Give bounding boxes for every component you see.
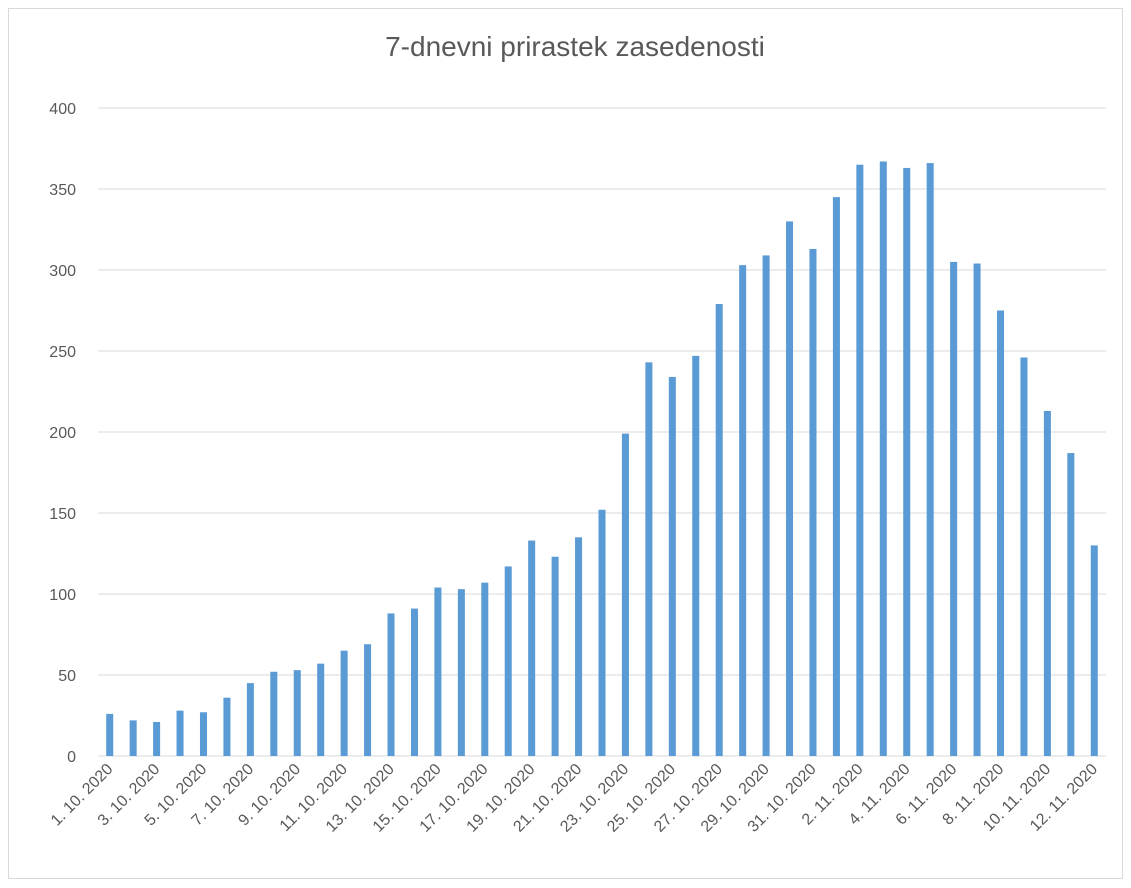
bar — [410, 608, 418, 756]
bar — [129, 720, 137, 756]
bar — [340, 650, 348, 756]
bar — [996, 310, 1005, 756]
bar — [739, 265, 747, 756]
bar — [598, 509, 606, 756]
bar — [809, 248, 817, 756]
bar — [106, 713, 114, 756]
bar — [668, 376, 676, 756]
y-tick-label: 100 — [49, 587, 76, 604]
bar — [1020, 357, 1028, 756]
bar — [457, 589, 465, 756]
bar — [293, 670, 301, 756]
bar — [176, 710, 184, 756]
y-tick-label: 350 — [49, 182, 76, 199]
bar — [504, 566, 512, 756]
bar — [575, 537, 583, 756]
bar — [317, 663, 325, 756]
y-tick-label: 250 — [49, 344, 76, 361]
bar — [621, 433, 629, 756]
bar — [879, 161, 887, 756]
y-tick-label: 0 — [67, 749, 76, 766]
bar — [645, 362, 653, 756]
bar — [950, 261, 958, 756]
bar — [551, 556, 559, 756]
y-tick-label: 400 — [49, 101, 76, 118]
bar — [223, 697, 231, 756]
chart-border — [8, 8, 1123, 879]
bar — [973, 263, 981, 756]
bar — [832, 197, 840, 757]
bar — [903, 167, 911, 756]
bar — [528, 540, 536, 756]
chart-title: 7-dnevni prirastek zasedenosti — [385, 31, 765, 62]
bar — [1067, 453, 1075, 756]
bar — [153, 721, 161, 756]
bar — [786, 221, 794, 756]
bar — [364, 644, 372, 756]
bar — [246, 683, 254, 756]
bar — [481, 582, 489, 756]
bar — [692, 355, 700, 756]
bar — [1043, 410, 1051, 756]
bar — [387, 613, 395, 756]
y-tick-label: 200 — [49, 425, 76, 442]
bar — [926, 163, 934, 756]
bar — [715, 304, 723, 756]
y-tick-label: 150 — [49, 506, 76, 523]
bar — [762, 255, 770, 757]
y-tick-label: 50 — [58, 668, 76, 685]
bar — [199, 712, 208, 756]
bar — [270, 671, 278, 756]
bar — [434, 587, 442, 756]
bar — [856, 164, 864, 756]
y-tick-label: 300 — [49, 263, 76, 280]
bar — [1090, 545, 1098, 756]
